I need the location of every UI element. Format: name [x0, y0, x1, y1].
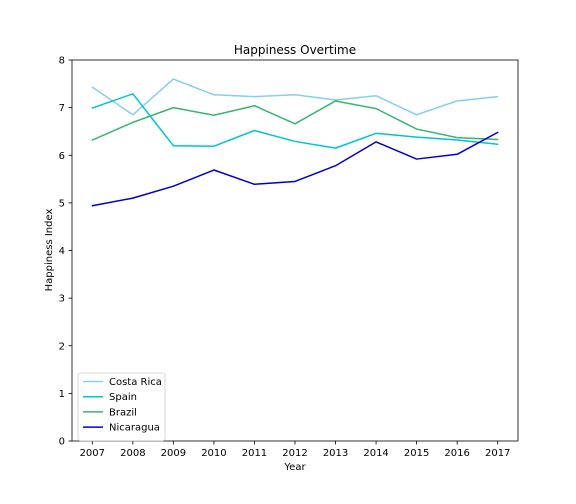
- x-tick-label: 2012: [282, 448, 307, 459]
- legend-box: [77, 372, 166, 442]
- y-tick-label: 5: [59, 198, 65, 209]
- x-axis-title: Year: [283, 462, 306, 473]
- y-tick-label: 3: [59, 294, 65, 305]
- x-tick-label: 2008: [120, 448, 145, 459]
- x-tick-label: 2015: [404, 448, 429, 459]
- x-tick-label: 2007: [80, 448, 105, 459]
- series-line-1: [91, 93, 499, 149]
- y-tick-label: 2: [59, 341, 65, 352]
- x-tick-label: 2013: [323, 448, 348, 459]
- y-tick-label: 6: [59, 151, 65, 162]
- x-tick-label: 2009: [161, 448, 186, 459]
- series-line-2: [91, 100, 499, 141]
- legend: Costa Rica Spain Brazil Nicaragua: [77, 372, 166, 442]
- legend-label: Spain: [109, 392, 137, 403]
- y-tick-label: 0: [59, 437, 65, 448]
- x-tick-label: 2017: [485, 448, 510, 459]
- legend-label: Brazil: [109, 407, 137, 418]
- x-tick-label: 2016: [444, 448, 469, 459]
- y-tick-label: 1: [59, 389, 65, 400]
- legend-label: Costa Rica: [109, 377, 162, 388]
- legend-label: Nicaragua: [109, 423, 160, 434]
- x-tick-label: 2011: [242, 448, 267, 459]
- axes: 2007 2008 2009 2010 2011 2012 2013 2014 2015 2016…: [59, 56, 519, 459]
- chart-title: Happiness Overtime: [234, 43, 356, 57]
- x-tick-label: 2010: [201, 448, 226, 459]
- series-line-3: [91, 131, 499, 207]
- series-line-0: [91, 78, 499, 116]
- plot-area: [91, 78, 499, 207]
- y-tick-label: 4: [59, 246, 65, 257]
- y-tick-label: 7: [59, 103, 65, 114]
- y-axis-title: Happiness Index: [44, 209, 55, 292]
- y-tick-label: 8: [59, 56, 65, 67]
- x-tick-label: 2014: [363, 448, 388, 459]
